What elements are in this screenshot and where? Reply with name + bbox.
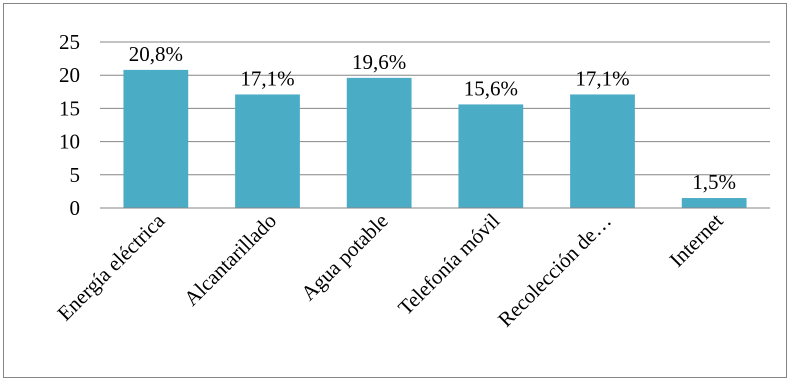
y-tick-label: 20 [59, 63, 80, 87]
y-tick-label: 5 [70, 163, 81, 187]
data-label: 20,8% [129, 42, 183, 66]
data-labels: 20,8% 17,1% 19,6% 15,6% 17,1% 1,5% [129, 42, 736, 194]
y-tick-label: 0 [70, 196, 81, 220]
data-label: 19,6% [352, 50, 406, 74]
data-label: 15,6% [464, 76, 518, 100]
data-label: 1,5% [692, 170, 736, 194]
y-axis-ticks: 0 5 10 15 20 25 [59, 30, 80, 220]
y-tick-label: 10 [59, 130, 80, 154]
bar [346, 77, 412, 208]
y-tick-label: 15 [59, 96, 80, 120]
y-tick-label: 25 [59, 30, 80, 54]
gridlines [100, 41, 770, 176]
bar [235, 94, 300, 208]
bar [458, 104, 524, 208]
bar [681, 198, 747, 208]
bars [123, 69, 747, 208]
bar [123, 69, 189, 208]
bar [570, 94, 635, 208]
data-label: 17,1% [575, 66, 629, 90]
data-label: 17,1% [240, 66, 294, 90]
